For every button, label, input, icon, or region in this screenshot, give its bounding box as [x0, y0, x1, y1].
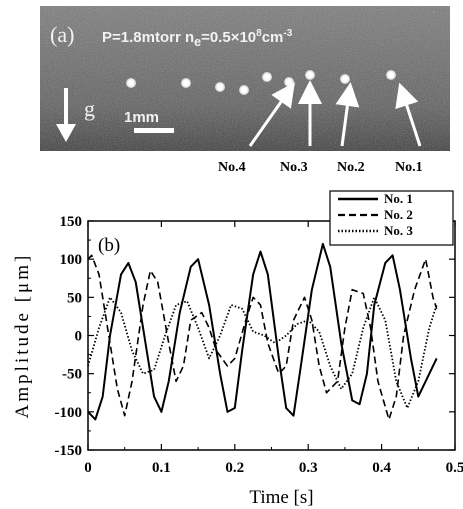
plasma-conditions: P=1.8mtorr ne=0.5×108cm-3: [102, 28, 293, 49]
legend-label-3: No. 3: [384, 223, 413, 238]
panel-a-label: (a): [50, 22, 75, 47]
scale-bar-label: 1mm: [124, 109, 160, 126]
particle-dot: [181, 78, 191, 88]
x-tick-label: 0.4: [372, 460, 391, 476]
y-tick-label: 50: [67, 290, 82, 306]
y-tick-label: -100: [55, 405, 83, 421]
y-tick-label: -150: [55, 443, 83, 459]
plot-frame: [87, 220, 456, 451]
series-line-3: [87, 296, 438, 409]
x-tick-label: 0.2: [225, 460, 244, 476]
particle-dot: [305, 70, 315, 80]
particle-dot: [215, 82, 225, 92]
gravity-label: g: [84, 96, 95, 121]
particle-dot: [126, 78, 136, 88]
photo-background: [40, 6, 450, 151]
y-tick-label: -50: [62, 367, 82, 383]
y-tick-label: 100: [60, 252, 83, 268]
x-tick-label: 0.3: [299, 460, 318, 476]
experiment-photo: (a) P=1.8mtorr ne=0.5×108cm-3 g 1mm: [40, 6, 450, 151]
x-tick-label: 0: [84, 460, 92, 476]
particle-dot: [284, 77, 294, 87]
series-line-1: [87, 242, 438, 421]
y-tick-label: 0: [75, 329, 83, 345]
x-tick-label: 0.1: [152, 460, 171, 476]
panel-b-label: (b): [98, 235, 120, 256]
particle-label-no2: No.2: [337, 160, 365, 175]
series-line-2: [87, 254, 438, 421]
particle-label-no3: No.3: [280, 160, 308, 175]
arrow-no1: [395, 82, 422, 147]
particle-dot: [386, 70, 396, 80]
gravity-arrow-icon: [56, 88, 76, 142]
legend-label-2: No. 2: [384, 207, 413, 222]
amplitude-chart: -150 -100 -50 0 50 100 150 0 0.1 0.2 0.3 0.4 0.5 Time…: [12, 190, 463, 508]
pointer-arrows: [248, 80, 422, 147]
y-axis-title: Amplitude [μm]: [12, 253, 33, 419]
particle-label-no1: No.1: [395, 160, 423, 175]
legend-label-1: No. 1: [384, 191, 413, 206]
particle-dot: [262, 72, 272, 82]
particle-dot: [239, 85, 249, 95]
x-tick-label: 0.5: [446, 460, 463, 476]
arrow-no4: [248, 82, 295, 147]
particle-label-no4: No.4: [218, 160, 246, 175]
y-tick-label: 150: [60, 214, 83, 230]
scale-bar: [134, 128, 174, 133]
arrow-no2: [335, 82, 360, 147]
particle-dot: [340, 74, 350, 84]
x-axis-title: Time [s]: [249, 487, 313, 508]
